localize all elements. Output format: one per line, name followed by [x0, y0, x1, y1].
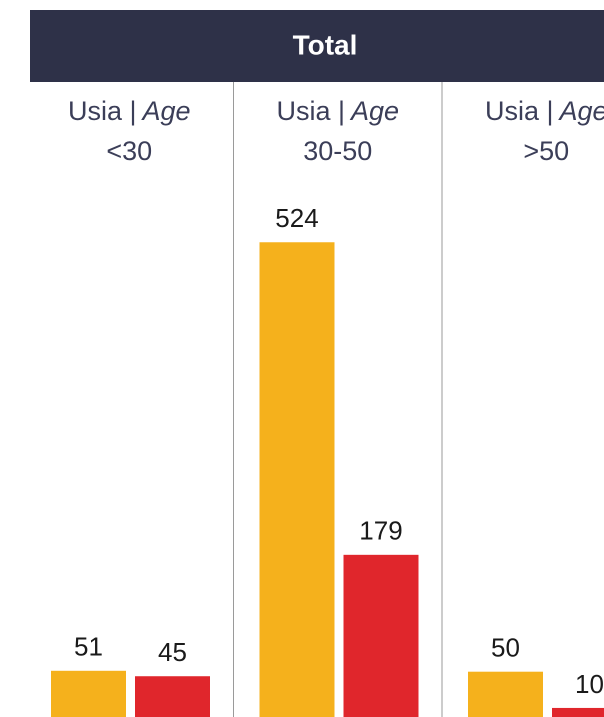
bar: [135, 676, 210, 717]
group-label-italic: Age: [140, 96, 190, 126]
header-bar: [30, 10, 604, 82]
group-label-italic: Age: [557, 96, 604, 126]
group-label-italic: Age: [349, 96, 399, 126]
bar-value-label: 51: [74, 632, 103, 662]
group-label: Usia | Age: [68, 96, 191, 126]
bar: [552, 707, 604, 717]
bar-value-label: 50: [491, 633, 520, 663]
bar: [259, 242, 335, 717]
group-label: Usia | Age: [276, 96, 399, 126]
bar: [343, 554, 419, 717]
group-label-text: Usia |: [276, 96, 345, 126]
bar-value-label: 179: [359, 516, 402, 546]
group-label-text: Usia |: [485, 96, 554, 126]
bar-value-label: 524: [275, 203, 318, 233]
group-range: <30: [106, 136, 152, 166]
group-label: Usia | Age: [485, 96, 604, 126]
bar-value-label: 45: [158, 637, 187, 667]
chart-title: Total: [293, 29, 358, 60]
group-label-text: Usia |: [68, 96, 137, 126]
bar-value-label: 10: [575, 669, 604, 699]
group-range: 30-50: [303, 136, 372, 166]
bar: [468, 671, 543, 717]
group-range: >50: [523, 136, 569, 166]
bar: [51, 670, 126, 717]
